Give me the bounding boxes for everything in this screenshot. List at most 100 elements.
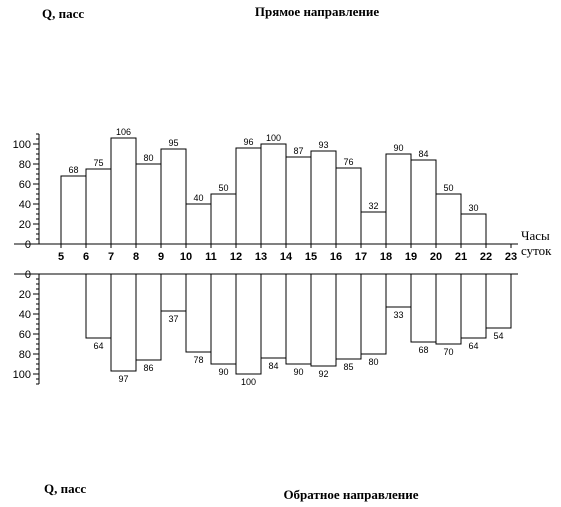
- bar: [410, 273, 437, 343]
- bar: [260, 273, 287, 359]
- bar-value-label: 68: [418, 345, 428, 355]
- x-tick-label: 11: [205, 251, 217, 263]
- bar-value-label: 76: [343, 157, 353, 167]
- bar-value-label: 90: [393, 143, 403, 153]
- lower-y-axis-label: Q, пасс: [44, 481, 86, 496]
- y-tick-label: 20: [19, 289, 31, 301]
- x-tick-label: 22: [480, 251, 492, 263]
- bar-value-label: 64: [93, 341, 103, 351]
- bar-value-label: 50: [218, 183, 228, 193]
- bar: [485, 273, 512, 329]
- bar-value-label: 92: [318, 369, 328, 379]
- x-tick-label: 18: [380, 251, 392, 263]
- bar-value-label: 90: [218, 367, 228, 377]
- bar-value-label: 100: [266, 133, 281, 143]
- y-tick-label: 80: [19, 159, 31, 171]
- bar: [360, 211, 387, 245]
- x-tick-label: 6: [83, 251, 89, 263]
- bar-value-label: 70: [443, 347, 453, 357]
- bar-value-label: 32: [368, 201, 378, 211]
- bar: [310, 273, 337, 367]
- lower-chart: 0 20 40 60 80 100 64 97 86 37 78 90 100 84 90 92 85 80 33 6…: [13, 269, 518, 387]
- x-axis-label-line1: Часы: [521, 228, 550, 243]
- bar-value-label: 97: [118, 374, 128, 384]
- bar: [260, 143, 287, 245]
- x-tick-label: 17: [355, 251, 367, 263]
- bar-value-label: 30: [468, 203, 478, 213]
- x-tick-label: 23: [505, 251, 517, 263]
- bar-value-label: 84: [418, 149, 428, 159]
- bar: [435, 273, 462, 345]
- bar: [285, 273, 312, 365]
- bar: [335, 273, 362, 360]
- x-tick-label: 10: [180, 251, 192, 263]
- x-tick-label: 14: [280, 251, 293, 263]
- bar: [135, 163, 162, 245]
- bar-value-label: 85: [343, 362, 353, 372]
- x-tick-label: 21: [455, 251, 467, 263]
- bar: [185, 203, 212, 245]
- bar: [435, 193, 462, 245]
- bar-value-label: 100: [241, 377, 256, 387]
- bar: [235, 147, 262, 245]
- bar: [185, 273, 212, 353]
- y-tick-label: 100: [13, 139, 31, 151]
- upper-chart-title: Прямое направление: [255, 4, 380, 19]
- bar-value-label: 50: [443, 183, 453, 193]
- bar: [385, 153, 412, 245]
- bar-value-label: 90: [293, 367, 303, 377]
- x-tick-label: 15: [305, 251, 317, 263]
- bar: [360, 273, 387, 355]
- x-tick-label: 20: [430, 251, 442, 263]
- bar: [110, 273, 137, 372]
- bar-value-label: 75: [93, 158, 103, 168]
- y-tick-label: 40: [19, 199, 31, 211]
- bar-value-label: 64: [468, 341, 478, 351]
- x-tick-label: 12: [230, 251, 242, 263]
- bar-value-label: 84: [268, 361, 278, 371]
- x-tick-label: 7: [108, 251, 114, 263]
- bar-value-label: 87: [293, 146, 303, 156]
- y-tick-label: 60: [19, 329, 31, 341]
- bar: [335, 167, 362, 245]
- y-tick-label: 60: [19, 179, 31, 191]
- bar-value-label: 37: [168, 314, 178, 324]
- bar: [85, 273, 112, 339]
- x-tick-label: 9: [158, 251, 164, 263]
- bar-value-label: 106: [116, 127, 131, 137]
- bar-value-label: 80: [368, 357, 378, 367]
- bar: [210, 273, 237, 365]
- bar-value-label: 40: [193, 193, 203, 203]
- bar: [160, 148, 187, 245]
- y-tick-label: 40: [19, 309, 31, 321]
- bar-value-label: 95: [168, 138, 178, 148]
- x-tick-label: 16: [330, 251, 342, 263]
- bar-value-label: 96: [243, 137, 253, 147]
- bar: [410, 159, 437, 245]
- bar: [285, 156, 312, 245]
- x-tick-label: 13: [255, 251, 267, 263]
- bar: [160, 273, 187, 312]
- bar-value-label: 86: [143, 363, 153, 373]
- bar: [210, 193, 237, 245]
- bar: [110, 137, 137, 245]
- x-axis-label-line2: суток: [521, 243, 552, 258]
- upper-y-axis-label: Q, пасс: [42, 6, 84, 21]
- bar: [235, 273, 262, 375]
- x-tick-label: 8: [133, 251, 139, 263]
- bar: [85, 168, 112, 245]
- bar-value-label: 93: [318, 140, 328, 150]
- bar: [135, 273, 162, 361]
- bar: [310, 150, 337, 245]
- y-tick-label: 0: [25, 269, 31, 281]
- bar-value-label: 78: [193, 355, 203, 365]
- y-tick-label: 0: [25, 239, 31, 251]
- bar-value-label: 80: [143, 153, 153, 163]
- y-tick-label: 100: [13, 369, 31, 381]
- bar-value-label: 68: [68, 165, 78, 175]
- x-tick-label: 19: [405, 251, 417, 263]
- y-tick-label: 80: [19, 349, 31, 361]
- bar-value-label: 33: [393, 310, 403, 320]
